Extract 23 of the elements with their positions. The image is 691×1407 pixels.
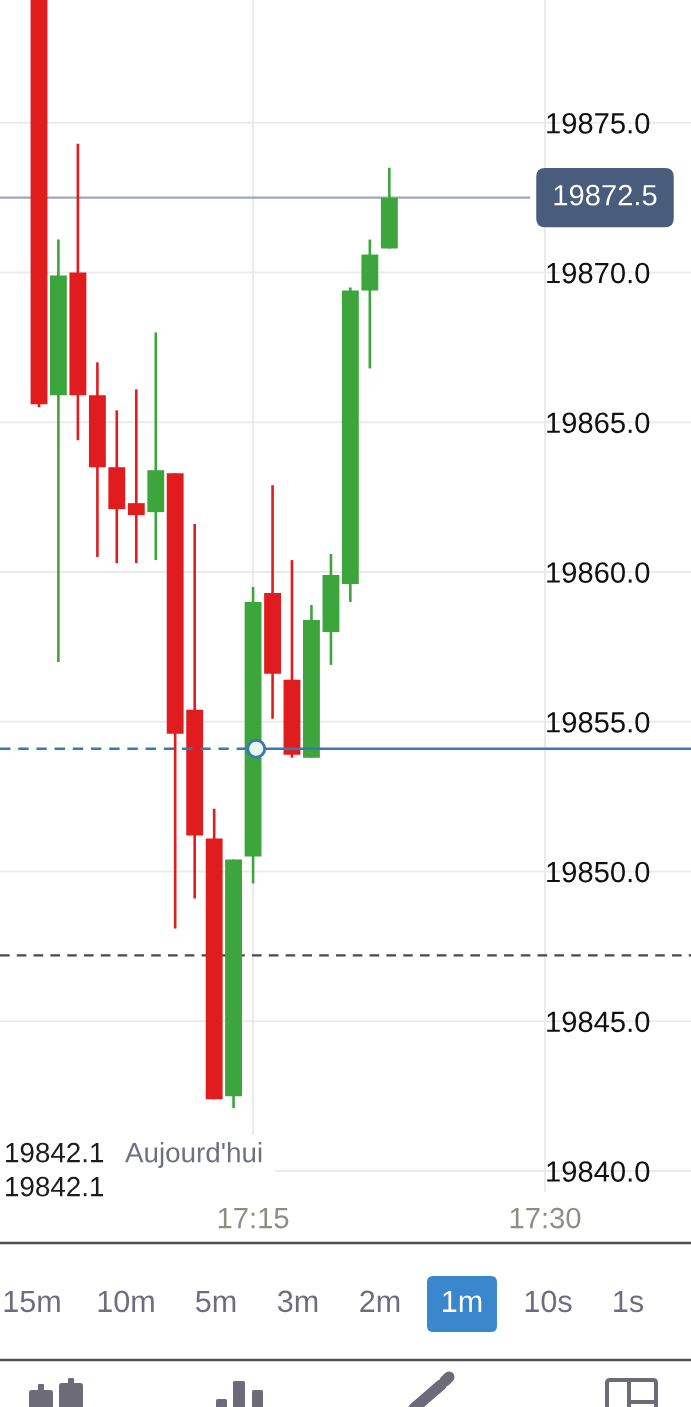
ref-line-label: 19872.5 [554, 184, 657, 206]
text: 1s [614, 1290, 644, 1313]
y-tick-label: 19865.0 [547, 412, 650, 434]
candlestick [127, 388, 145, 565]
y-tick-label: 19845.0 [547, 1011, 650, 1033]
text: 15m [4, 1290, 60, 1313]
x-tick-label: 17:30 [510, 1207, 581, 1229]
y-tick-label: 19855.0 [547, 711, 650, 733]
annotation: Aujourd'hui [125, 1142, 262, 1168]
text: 2m [360, 1290, 400, 1312]
y-tick-label: 19840.0 [547, 1161, 650, 1182]
text: 10s [525, 1290, 572, 1313]
y-tick-label: 19860.0 [547, 562, 650, 583]
text: 5m [196, 1290, 236, 1313]
text: 3m [277, 1290, 318, 1313]
y-tick-label: 19875.0 [547, 113, 650, 134]
annotation: 19842.1 [6, 1142, 104, 1163]
x-tick-label: 17:15 [218, 1208, 289, 1229]
text: 1m [443, 1290, 482, 1312]
annotation: 19842.1 [6, 1176, 104, 1197]
text: 10m [98, 1290, 154, 1313]
y-tick-label: 19870.0 [547, 262, 650, 284]
y-tick-label: 19850.0 [547, 861, 650, 883]
